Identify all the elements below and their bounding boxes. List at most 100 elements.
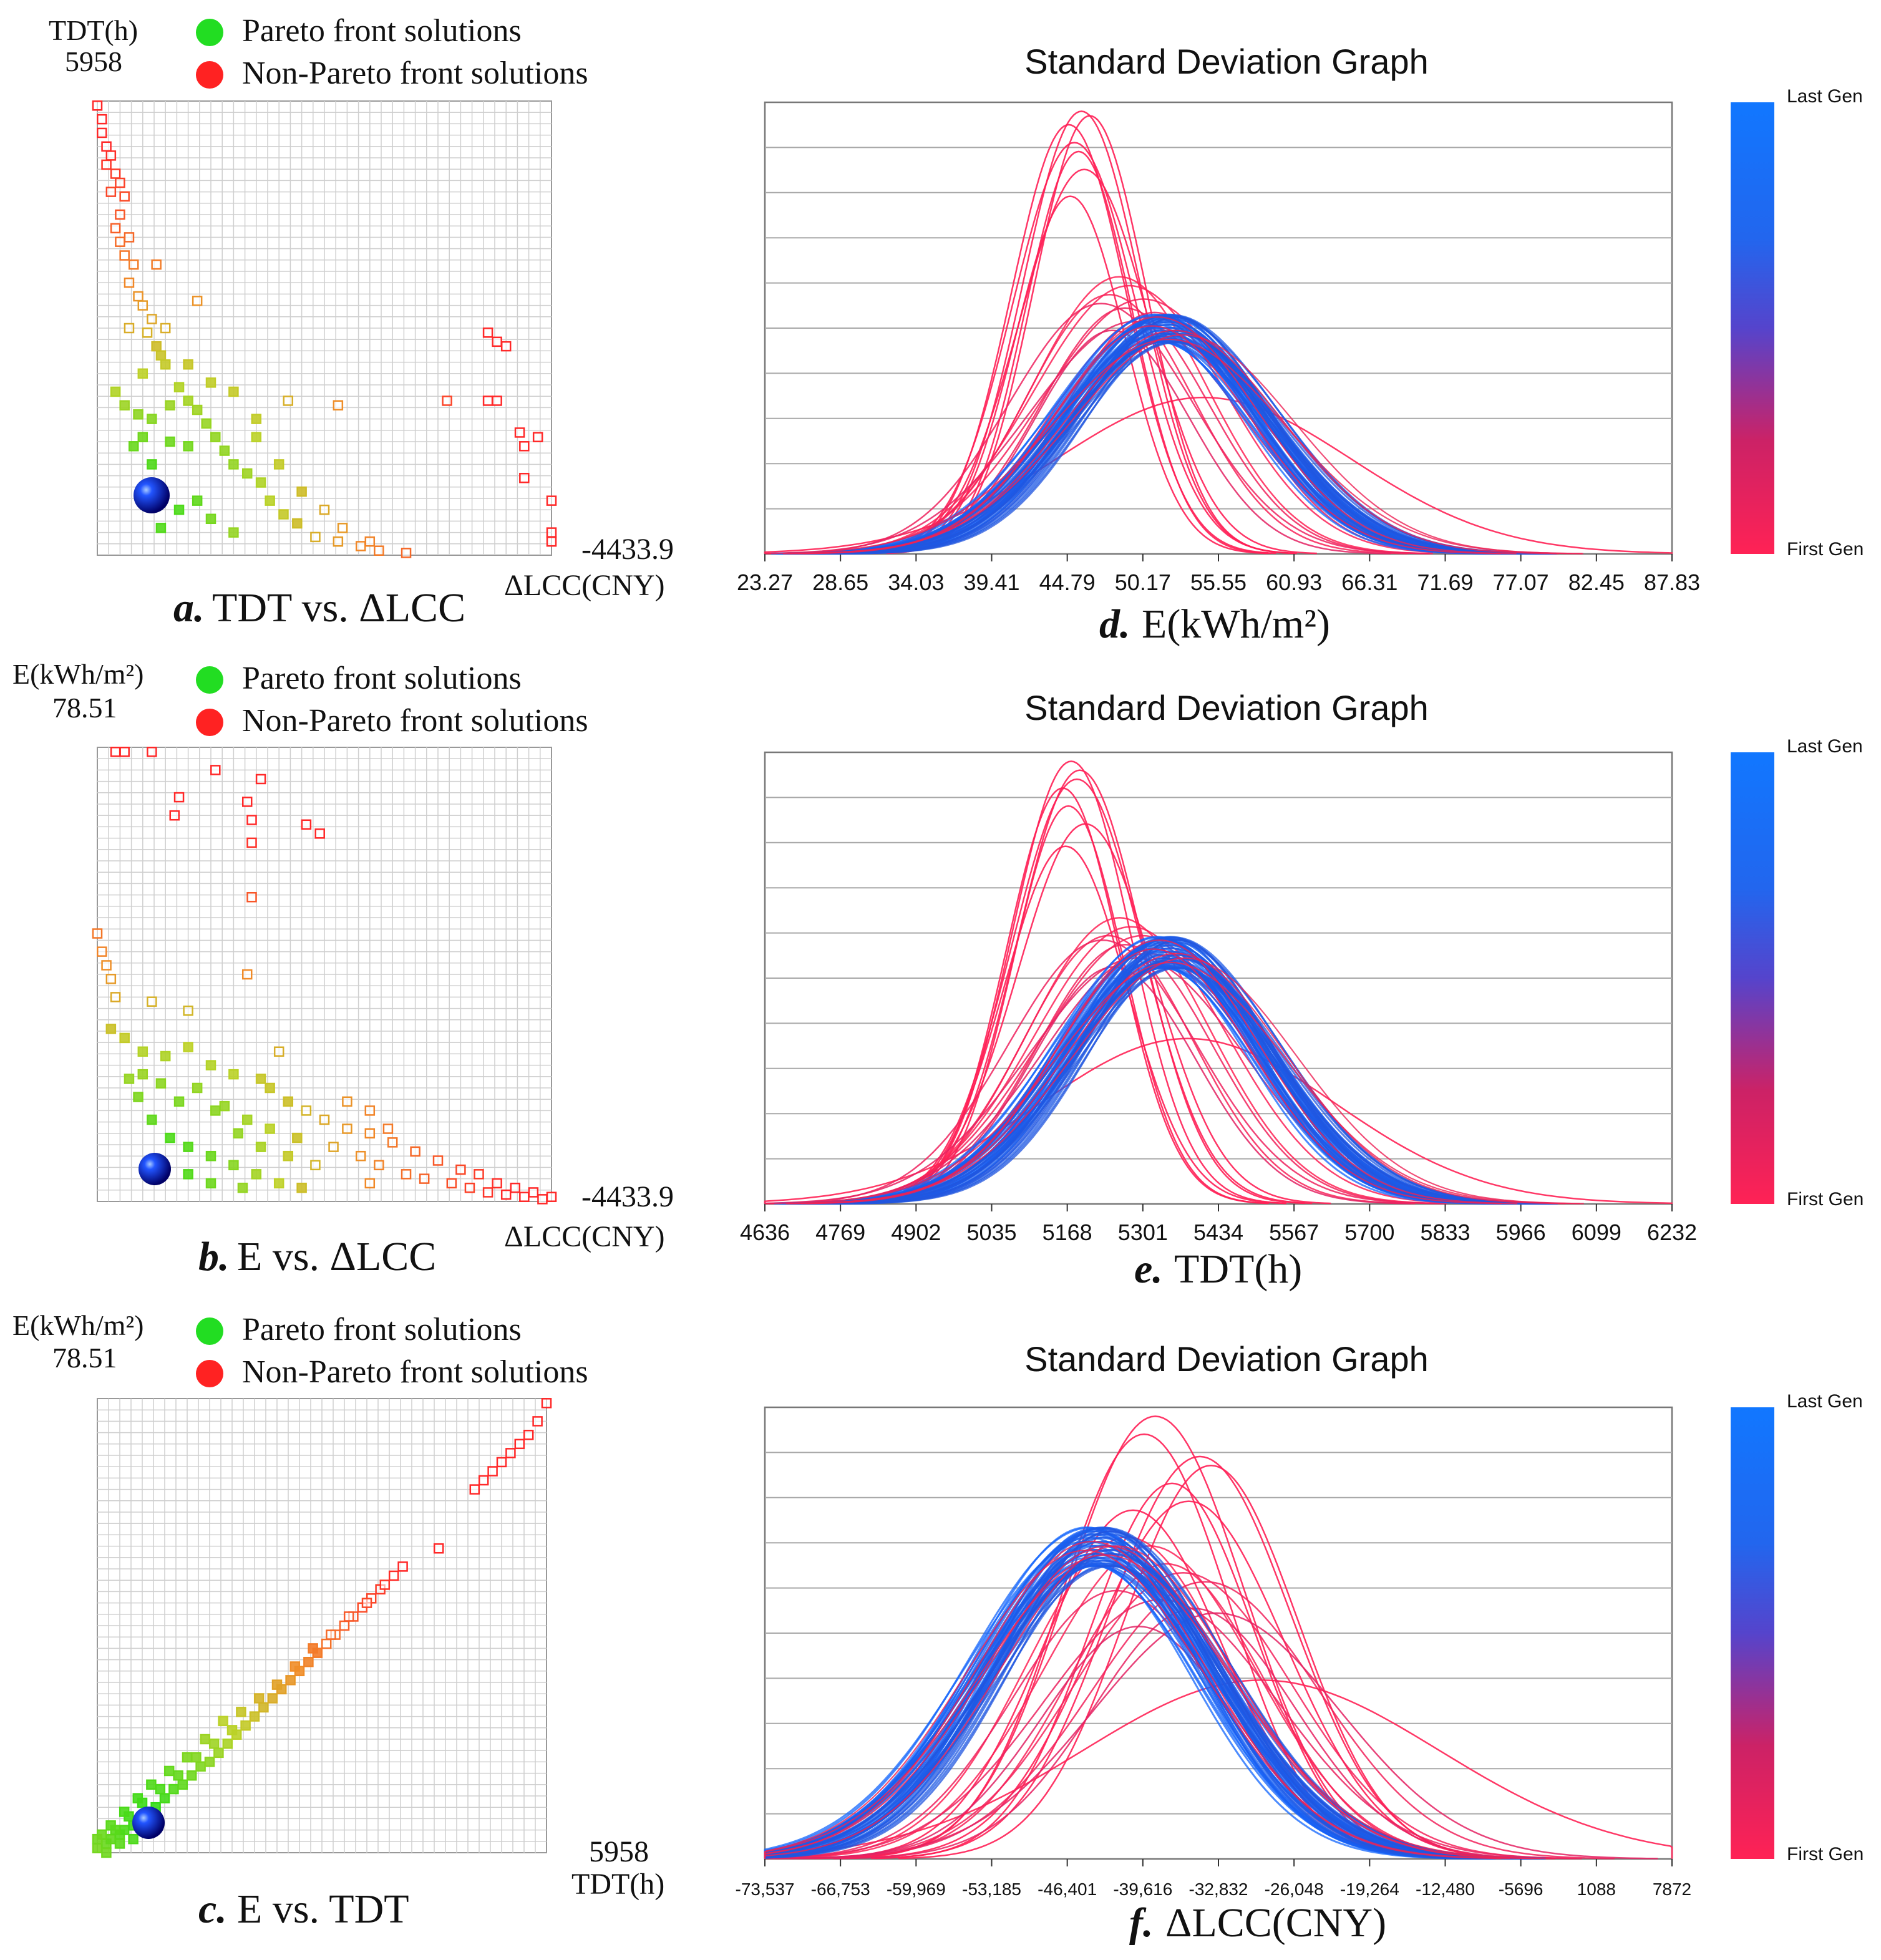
x-tick-label: -73,537	[736, 1880, 795, 1899]
last-gen-curve	[764, 1528, 1502, 1860]
scatter-point	[97, 114, 107, 125]
scatter-point	[183, 1005, 193, 1016]
scatter-point	[92, 100, 103, 111]
last-gen-curve	[764, 1530, 1497, 1860]
scatter-point	[397, 1561, 408, 1572]
mid-gen-curve	[790, 1572, 1577, 1860]
scatter-point	[201, 418, 211, 429]
scatter-point	[321, 1638, 332, 1649]
scatter-point	[119, 250, 130, 261]
scatter-point	[492, 1178, 502, 1189]
x-tick-label: -66,753	[811, 1880, 870, 1899]
scatter-point	[128, 441, 139, 452]
scatter-point	[532, 1416, 543, 1427]
x-tick-label: -5696	[1499, 1880, 1543, 1899]
scatter-point	[219, 445, 230, 456]
scatter-point	[342, 1123, 352, 1134]
scatter-point	[283, 1096, 294, 1107]
scatter-point	[514, 427, 525, 438]
scatter-point	[192, 1082, 203, 1094]
x-tick-label: 5301	[1118, 1220, 1168, 1245]
scatter-point	[128, 259, 139, 270]
scatter-point	[228, 1160, 239, 1171]
last-gen-curve	[812, 341, 1541, 555]
scatter-point	[265, 1082, 275, 1094]
scatter-point	[205, 1060, 216, 1070]
scatter-point	[546, 1191, 557, 1202]
x-tick-label: 77.07	[1493, 570, 1549, 595]
scatter-point	[222, 1739, 233, 1749]
scatter-point	[183, 441, 193, 452]
scatter-point	[183, 1142, 193, 1152]
colorbar-d: Last Gen First Gen	[1731, 86, 1864, 560]
scatter-point	[105, 150, 117, 161]
scatter-point	[364, 536, 376, 547]
scatter-point	[333, 536, 344, 547]
scatter-point	[110, 168, 121, 179]
scatter-point	[310, 1160, 321, 1171]
x-max-label-a: -4433.9	[581, 533, 674, 566]
scatter-point	[124, 323, 135, 334]
scatter-point	[442, 395, 452, 406]
scatter-point	[258, 1702, 269, 1713]
legend-pareto-marker-b	[196, 666, 223, 694]
mixed-gen-curve	[764, 1545, 1534, 1860]
scatter-point	[364, 1128, 376, 1139]
scatter-point	[355, 541, 366, 551]
x-tick-label: 71.69	[1417, 570, 1473, 595]
scatter-point	[500, 1189, 512, 1200]
scatter-point	[487, 1466, 498, 1477]
scatter-point	[379, 1579, 391, 1590]
scatter-point	[159, 1793, 170, 1803]
scatter-point	[505, 1448, 516, 1458]
distribution-panel-f: Standard Deviation Graph -73,537 -66,753-…	[736, 1339, 1692, 1946]
scatter-point	[492, 336, 502, 347]
scatter-point	[105, 1820, 116, 1831]
scatter-point	[514, 1438, 525, 1450]
first-gen-wide-curve	[764, 396, 1673, 554]
scatter-point	[105, 1833, 116, 1845]
x-name-c: TDT(h)	[571, 1868, 664, 1901]
scatter-point	[128, 1833, 139, 1845]
scatter-point	[446, 1178, 457, 1189]
scatter-point	[319, 1114, 330, 1125]
scatter-point	[151, 341, 162, 352]
scatter-point	[169, 810, 180, 821]
scatter-point	[326, 1629, 336, 1640]
scatter-point	[92, 1843, 103, 1853]
x-tick-label: 7872	[1653, 1880, 1691, 1899]
panel-letter-a: a.	[173, 585, 205, 631]
last-gen-curve	[854, 954, 1504, 1205]
scatter-points-a	[92, 100, 557, 558]
scatter-point	[219, 1100, 230, 1112]
panel-letter-f: f.	[1129, 1900, 1153, 1946]
scatter-panel-c: E(kWh/m²) 78.51 Pareto front solutions N…	[12, 1309, 664, 1932]
x-tick-label: 5434	[1193, 1220, 1243, 1245]
scatter-point	[205, 1150, 216, 1162]
scatter-point	[292, 1132, 303, 1143]
legend-y-max-a: 5958	[65, 46, 122, 77]
scatter-point	[253, 1693, 265, 1704]
scatter-point	[177, 1779, 188, 1790]
legend-y-name-a: TDT(h)	[49, 14, 138, 46]
scatter-point	[271, 1679, 283, 1690]
scatter-point	[296, 1182, 307, 1193]
scatter-point	[155, 1078, 167, 1089]
x-tick-label: 87.83	[1644, 570, 1700, 595]
scatter-point	[528, 1187, 539, 1198]
x-tick-label: 55.55	[1190, 570, 1247, 595]
scatter-point	[147, 314, 157, 324]
scatter-point	[519, 1191, 530, 1202]
last-gen-curve	[764, 1553, 1546, 1860]
scatter-point	[155, 350, 167, 361]
mid-gen-curve	[764, 939, 1441, 1205]
plot-title-e: Standard Deviation Graph	[1024, 688, 1429, 727]
legend-y-name-b: E(kWh/m²)	[12, 658, 144, 690]
scatter-point	[101, 1847, 112, 1858]
mixed-gen-curve	[764, 1550, 1510, 1860]
legend-non-pareto-label-c: Non-Pareto front solutions	[242, 1354, 588, 1390]
legend-non-pareto-marker-c	[196, 1360, 223, 1387]
scatter-point	[337, 523, 348, 533]
legend-pareto-label-a: Pareto front solutions	[242, 13, 522, 49]
scatter-point	[165, 400, 175, 411]
